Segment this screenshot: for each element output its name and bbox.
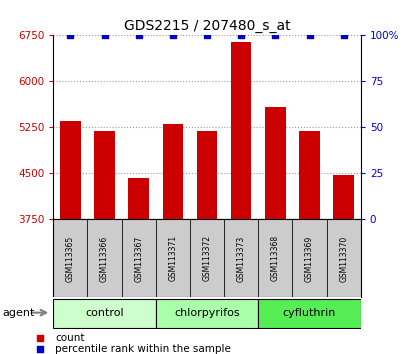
Bar (333, 175, 353, 219)
Point (101, 33, 108, 38)
Text: GSM113371: GSM113371 (168, 235, 177, 281)
Point (135, 33, 142, 38)
Text: GSM113368: GSM113368 (270, 235, 279, 281)
Text: GSM113370: GSM113370 (338, 235, 347, 281)
Bar (155, 219, 189, 297)
Bar (224, 219, 258, 297)
Text: percentile rank within the sample: percentile rank within the sample (55, 344, 231, 354)
Bar (53, 299, 155, 328)
Bar (230, 41, 251, 219)
Bar (60, 121, 81, 219)
Bar (155, 299, 258, 328)
Text: GSM113369: GSM113369 (304, 235, 313, 281)
Bar (162, 124, 183, 219)
Text: GSM113367: GSM113367 (134, 235, 143, 281)
Bar (326, 219, 360, 297)
Point (67, 33, 74, 38)
Bar (292, 219, 326, 297)
Bar (87, 219, 121, 297)
Bar (53, 219, 87, 297)
Text: GSM113372: GSM113372 (202, 235, 211, 281)
Bar (299, 131, 319, 219)
Point (169, 33, 176, 38)
Text: control: control (85, 308, 124, 318)
Point (339, 33, 346, 38)
Text: cyfluthrin: cyfluthrin (282, 308, 335, 318)
Point (306, 33, 312, 38)
Point (237, 33, 244, 38)
Text: GSM113365: GSM113365 (66, 235, 75, 281)
Point (203, 33, 210, 38)
Bar (258, 219, 292, 297)
Bar (196, 131, 217, 219)
Text: count: count (55, 333, 85, 343)
Bar (128, 178, 148, 219)
Title: GDS2215 / 207480_s_at: GDS2215 / 207480_s_at (124, 19, 290, 33)
Bar (265, 107, 285, 219)
Bar (94, 131, 115, 219)
Point (36, 335, 43, 341)
Text: GSM113373: GSM113373 (236, 235, 245, 281)
Point (36, 346, 43, 352)
Bar (121, 219, 155, 297)
Point (272, 33, 278, 38)
Bar (189, 219, 224, 297)
Text: chlorpyrifos: chlorpyrifos (174, 308, 239, 318)
Text: GSM113366: GSM113366 (100, 235, 109, 281)
Text: agent: agent (2, 308, 34, 318)
Bar (258, 299, 360, 328)
